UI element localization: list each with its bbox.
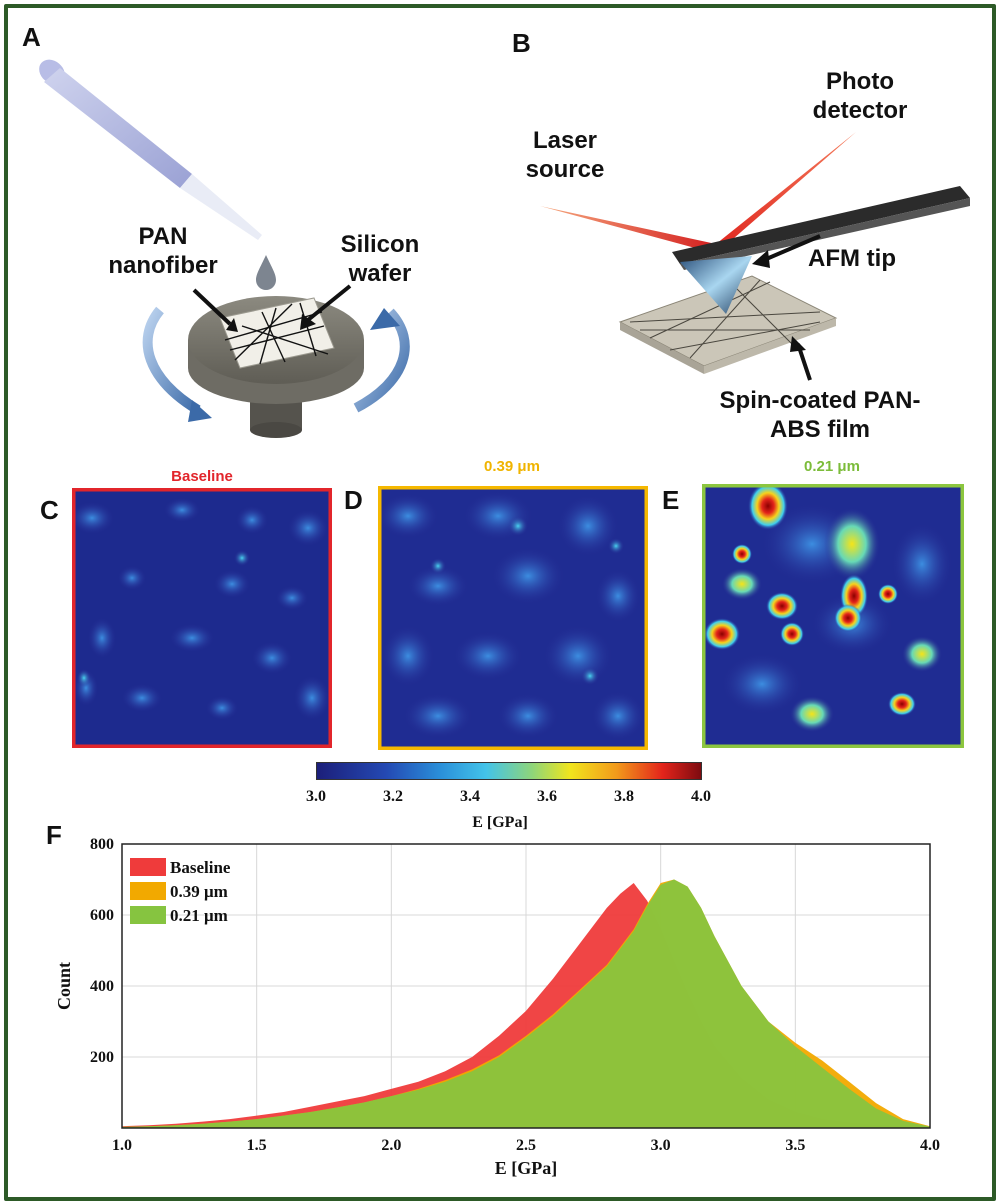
figure-frame bbox=[4, 4, 996, 1201]
colorbar-tick: 3.8 bbox=[614, 788, 634, 805]
label-photo-detector: Photo detector bbox=[812, 68, 908, 124]
x-tick-label: 4.0 bbox=[920, 1137, 940, 1154]
panel-label-a: A bbox=[22, 22, 41, 52]
panel-label-e: E bbox=[662, 485, 680, 515]
colorbar bbox=[316, 762, 702, 780]
afm-illustration bbox=[540, 132, 970, 381]
chart-series bbox=[122, 879, 930, 1128]
y-axis-label: Count bbox=[54, 962, 74, 1010]
y-tick-label: 600 bbox=[90, 907, 114, 924]
modulus-map-021 bbox=[702, 484, 964, 748]
legend-swatch bbox=[130, 906, 166, 924]
legend-swatch bbox=[130, 858, 166, 876]
plot-frame bbox=[121, 843, 931, 1129]
modulus-map-baseline bbox=[72, 488, 332, 748]
legend: Baseline 0.39 μm 0.21 μm bbox=[130, 858, 231, 925]
panel-label-b: B bbox=[512, 28, 531, 58]
silicon-wafer bbox=[219, 297, 335, 369]
modulus-map-039 bbox=[378, 486, 648, 750]
legend-swatch bbox=[130, 882, 166, 900]
afm-tip-icon bbox=[680, 256, 752, 314]
legend-label: Baseline bbox=[170, 858, 231, 877]
y-tick-label: 400 bbox=[90, 978, 114, 995]
colorbar-tick: 4.0 bbox=[691, 788, 711, 805]
map-title-baseline: Baseline bbox=[171, 468, 233, 485]
x-tick-label: 1.0 bbox=[112, 1137, 132, 1154]
legend-label: 0.21 μm bbox=[170, 906, 228, 925]
x-tick-label: 2.5 bbox=[516, 1137, 536, 1154]
droplet-icon bbox=[256, 255, 276, 290]
label-film: Spin-coated PAN- ABS film bbox=[719, 387, 921, 443]
x-tick-label: 2.0 bbox=[381, 1137, 401, 1154]
reflected-beam bbox=[716, 132, 856, 252]
y-tick-label: 800 bbox=[90, 836, 114, 853]
label-silicon-wafer: Silicon wafer bbox=[340, 231, 420, 287]
x-tick-label: 3.5 bbox=[785, 1137, 805, 1154]
colorbar-tick: 3.6 bbox=[537, 788, 557, 805]
colorbar-label: E [GPa] bbox=[472, 814, 528, 831]
x-tick-label: 3.0 bbox=[651, 1137, 671, 1154]
label-afm-tip: AFM tip bbox=[808, 245, 896, 272]
pipette-icon bbox=[39, 59, 262, 240]
series-area-2 bbox=[122, 879, 930, 1128]
panel-label-c: C bbox=[40, 495, 59, 525]
cantilever bbox=[672, 186, 970, 264]
colorbar-tick: 3.0 bbox=[306, 788, 326, 805]
colorbar-tick: 3.4 bbox=[460, 788, 480, 805]
x-tick-label: 1.5 bbox=[247, 1137, 267, 1154]
x-axis-label: E [GPa] bbox=[495, 1158, 558, 1178]
spin-coater-illustration bbox=[39, 59, 410, 438]
label-pan-nanofiber: PAN nanofiber bbox=[108, 223, 218, 279]
histogram-chart: 1.0 1.5 2.0 2.5 3.0 3.5 4.0 200 400 600 800 E [GP… bbox=[54, 836, 940, 1178]
label-laser-source: Laser source bbox=[525, 127, 605, 183]
colorbar-tick: 3.2 bbox=[383, 788, 403, 805]
y-tick-label: 200 bbox=[90, 1049, 114, 1066]
legend-label: 0.39 μm bbox=[170, 882, 228, 901]
panel-label-d: D bbox=[344, 485, 363, 515]
map-title-021: 0.21 μm bbox=[804, 458, 860, 475]
map-title-039: 0.39 μm bbox=[484, 458, 540, 475]
laser-beam bbox=[540, 206, 716, 252]
panel-label-f: F bbox=[46, 820, 62, 850]
